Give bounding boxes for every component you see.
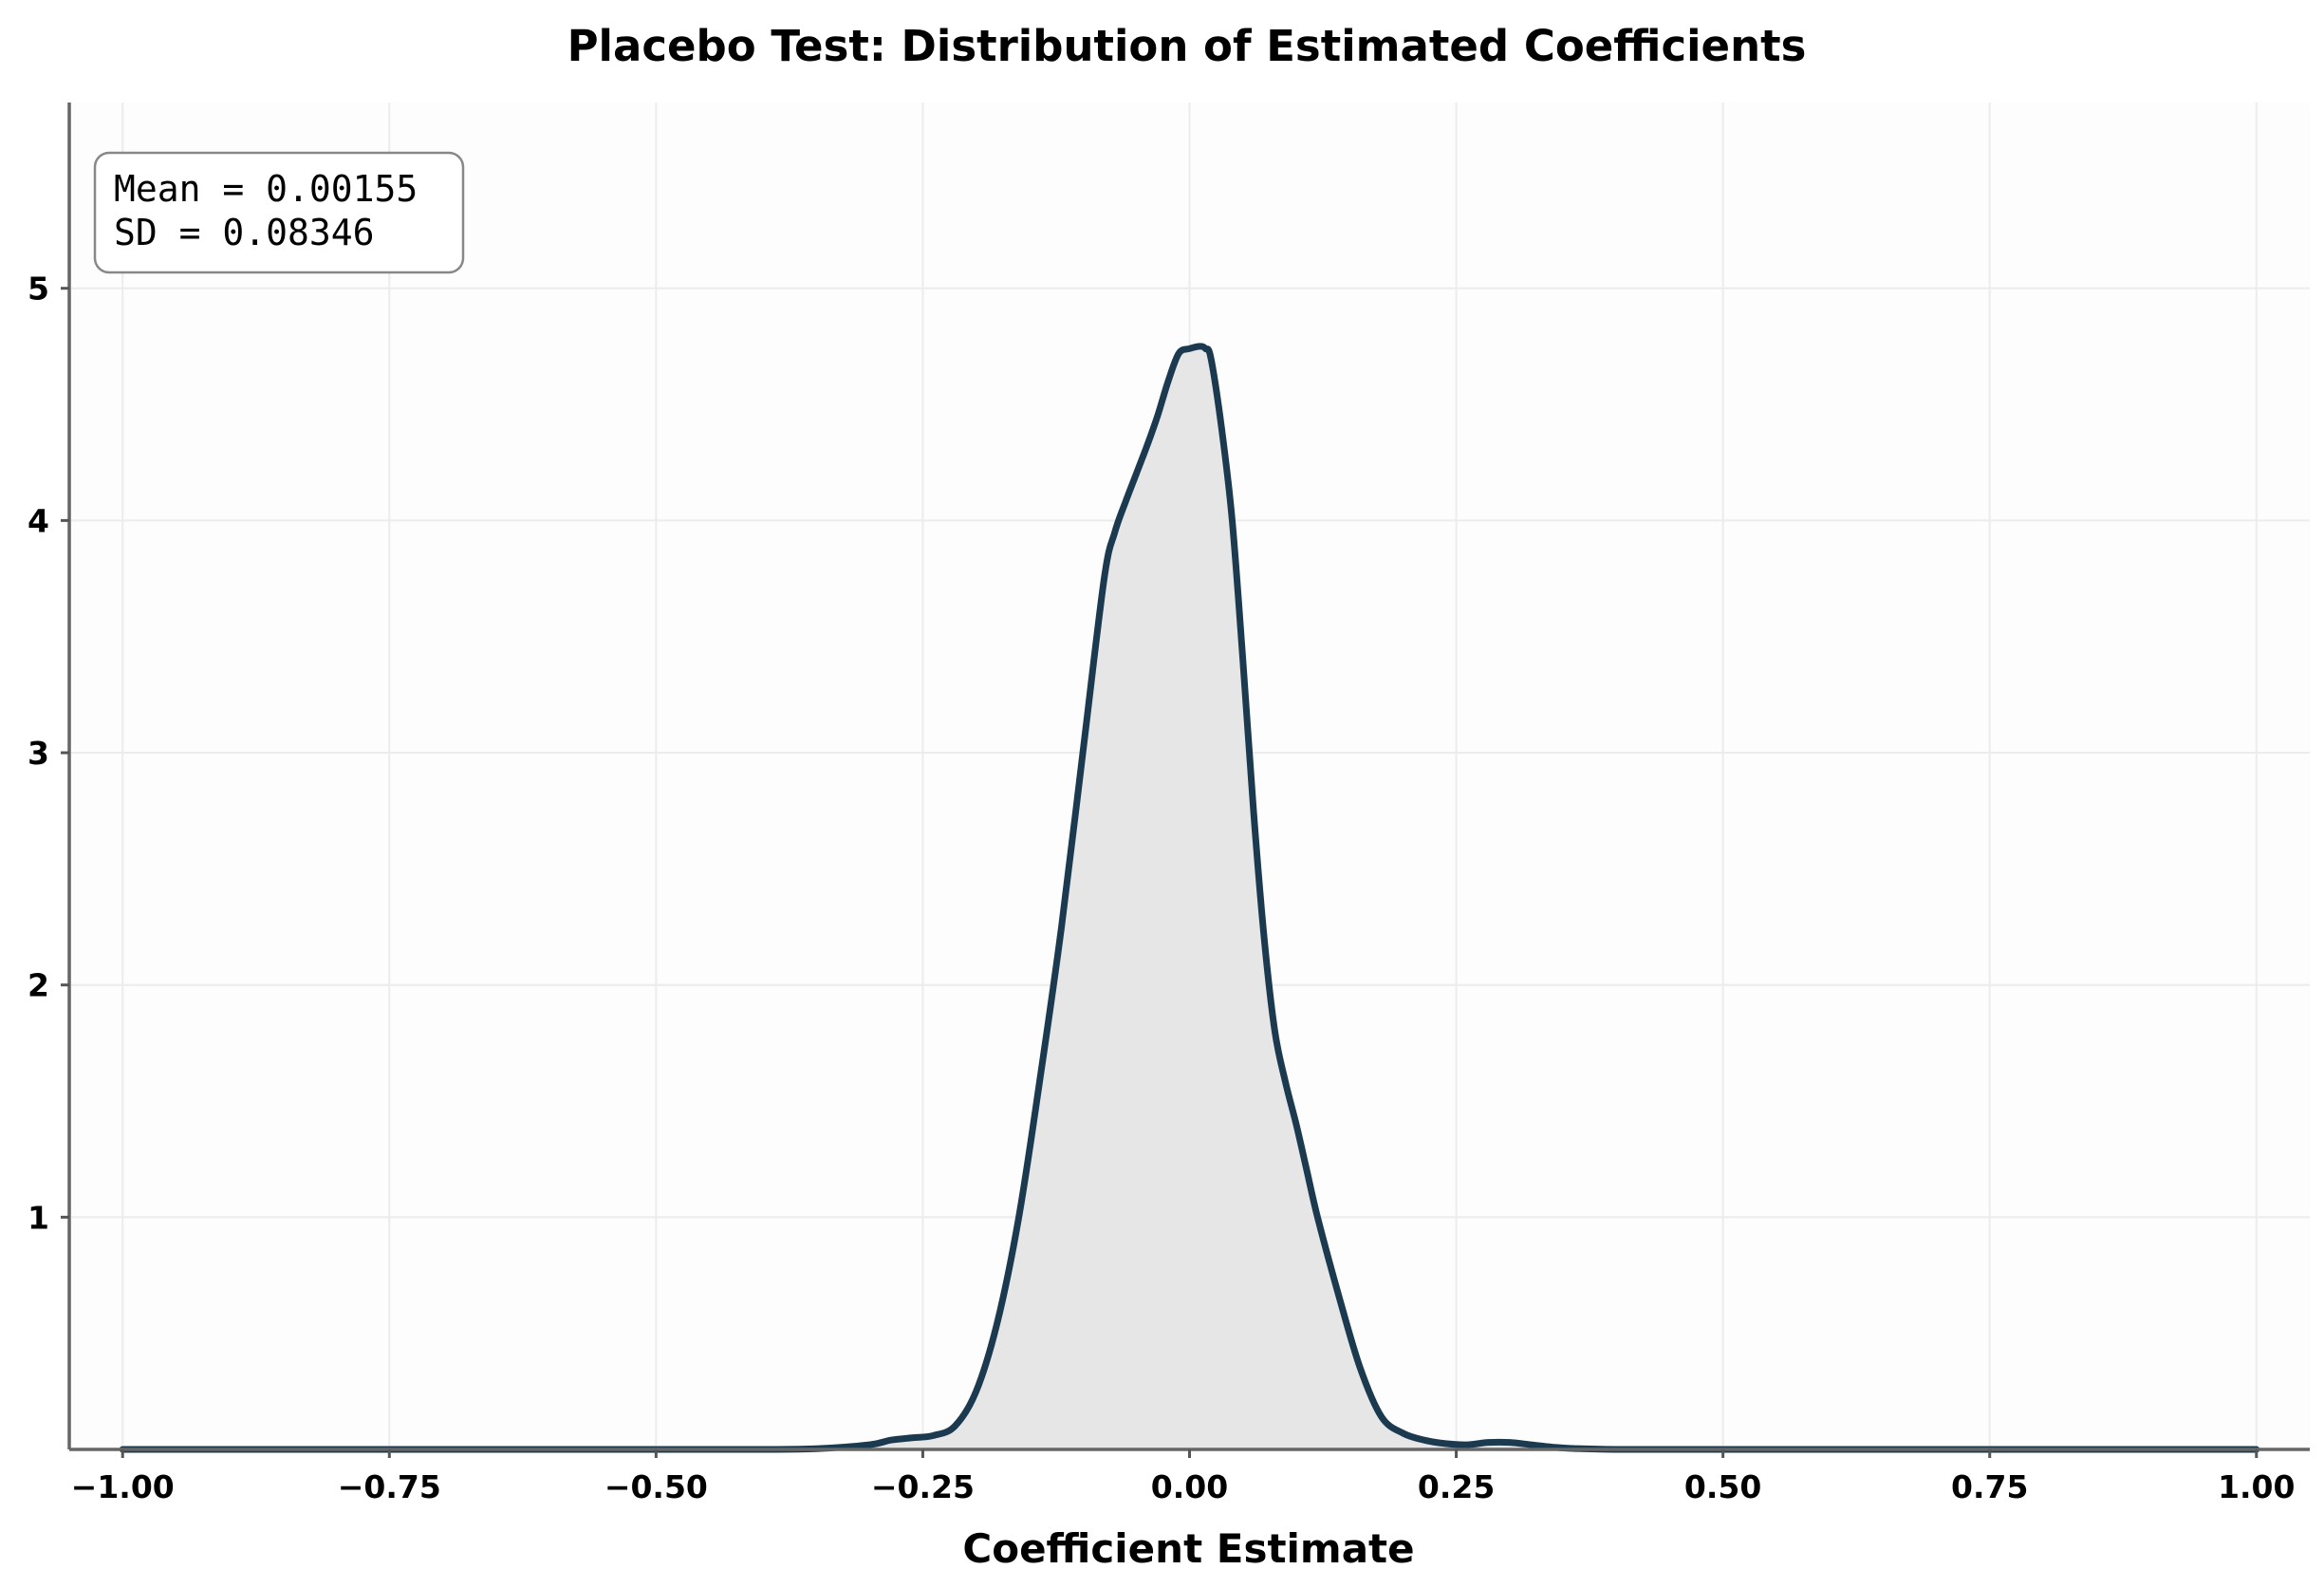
y-axis-ticks: 1 2 3 4 5 [28, 271, 69, 1236]
density-area [122, 346, 2257, 1449]
y-tick-label-2: 3 [28, 735, 49, 772]
x-tick-label-1: −0.75 [338, 1468, 441, 1505]
y-tick-label-3: 4 [28, 502, 49, 539]
chart-title: Placebo Test: Distribution of Estimated … [567, 21, 1807, 71]
y-tick-label-0: 1 [28, 1199, 49, 1236]
x-tick-label-8: 1.00 [2218, 1468, 2295, 1505]
x-tick-label-5: 0.25 [1418, 1468, 1495, 1505]
x-tick-label-0: −1.00 [71, 1468, 175, 1505]
x-tick-label-6: 0.50 [1684, 1468, 1761, 1505]
stats-mean-text: Mean = 0.00155 [114, 168, 418, 210]
x-tick-label-4: 0.00 [1151, 1468, 1228, 1505]
x-tick-label-7: 0.75 [1951, 1468, 2028, 1505]
x-tick-label-3: −0.25 [871, 1468, 975, 1505]
stats-box-frame [93, 151, 465, 274]
x-tick-label-2: −0.50 [604, 1468, 708, 1505]
stats-annotation-box: Mean = 0.00155 SD = 0.08346 [93, 151, 465, 274]
y-tick-label-1: 2 [28, 967, 49, 1004]
y-tick-label-4: 5 [28, 271, 49, 308]
stats-sd-text: SD = 0.08346 [114, 212, 375, 253]
x-axis-label: Coefficient Estimate [962, 1525, 1414, 1572]
density-curve [119, 343, 2260, 1453]
x-axis-ticks: −1.00 −0.75 −0.50 −0.25 0.00 0.25 0.50 0.75 1.00 [71, 1449, 2295, 1505]
